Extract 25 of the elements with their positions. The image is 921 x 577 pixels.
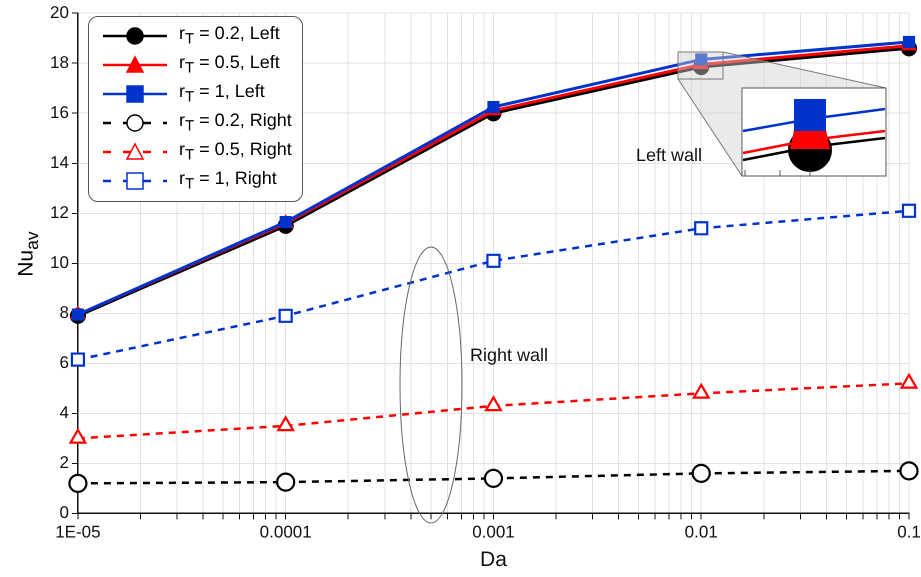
x-tick-label: 1E-05 <box>55 522 101 542</box>
y-tick-label: 10 <box>50 252 69 272</box>
x-tick-label: 0.1 <box>897 522 921 542</box>
y-tick-label: 4 <box>59 403 69 422</box>
annotation: Left wall <box>636 145 702 166</box>
y-tick-label: 12 <box>50 202 69 222</box>
x-axis-title: Da <box>480 548 508 572</box>
annotation: Right wall <box>470 345 548 366</box>
y-tick-label: 0 <box>59 503 69 522</box>
y-tick-label: 20 <box>50 2 69 22</box>
legend-label: r$_{T}$ = 1, Left <box>179 81 265 106</box>
legend-label: r$_{T}$ = 0.2, Right <box>179 110 292 135</box>
legend-label: r$_{T}$ = 1, Right <box>179 168 277 193</box>
x-tick-label: 0.001 <box>472 522 515 542</box>
legend-label: r$_{T}$ = 0.5, Right <box>179 139 292 164</box>
x-tick-label: 0.0001 <box>260 522 312 542</box>
y-tick-label: 18 <box>50 52 69 72</box>
x-tick-label: 0.01 <box>684 522 718 542</box>
legend-label: r$_{T}$ = 0.2, Left <box>179 23 280 48</box>
y-tick-label: 16 <box>50 102 69 122</box>
y-tick-label: 14 <box>50 152 69 172</box>
legend-label: r$_{T}$ = 0.5, Left <box>179 52 280 77</box>
y-tick-label: 8 <box>59 303 69 322</box>
y-tick-label: 2 <box>59 453 69 472</box>
y-tick-label: 6 <box>59 353 69 372</box>
